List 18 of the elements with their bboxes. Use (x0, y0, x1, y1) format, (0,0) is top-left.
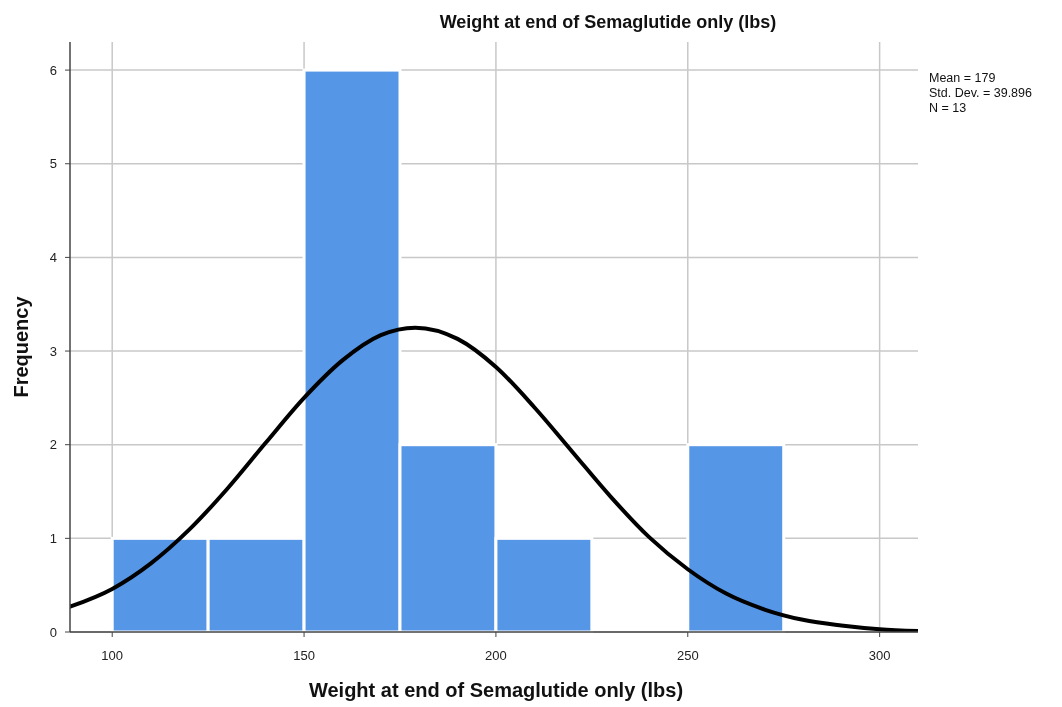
y-tick-label: 4 (49, 249, 57, 265)
y-tick-label: 3 (49, 343, 57, 359)
chart-title: Weight at end of Semaglutide only (lbs) (439, 12, 777, 32)
x-tick-label: 250 (676, 648, 699, 663)
text: Std. Dev. = 39.896 (929, 86, 1033, 100)
x-tick-label: 100 (101, 648, 124, 663)
y-tick-label: 5 (49, 156, 57, 172)
text: Mean = 179 (929, 71, 996, 85)
y-tick-label: 0 (49, 624, 57, 640)
y-tick-label: 6 (49, 62, 57, 78)
y-axis-title: Frequency (10, 295, 32, 398)
x-tick-label: 200 (485, 648, 507, 663)
x-tick-label: 300 (868, 648, 891, 663)
y-tick-label: 1 (49, 530, 57, 546)
text: N = 13 (929, 101, 967, 115)
x-tick-label: 150 (293, 648, 315, 663)
y-tick-label: 2 (49, 437, 57, 453)
x-axis-title: Weight at end of Semaglutide only (lbs) (308, 679, 684, 701)
